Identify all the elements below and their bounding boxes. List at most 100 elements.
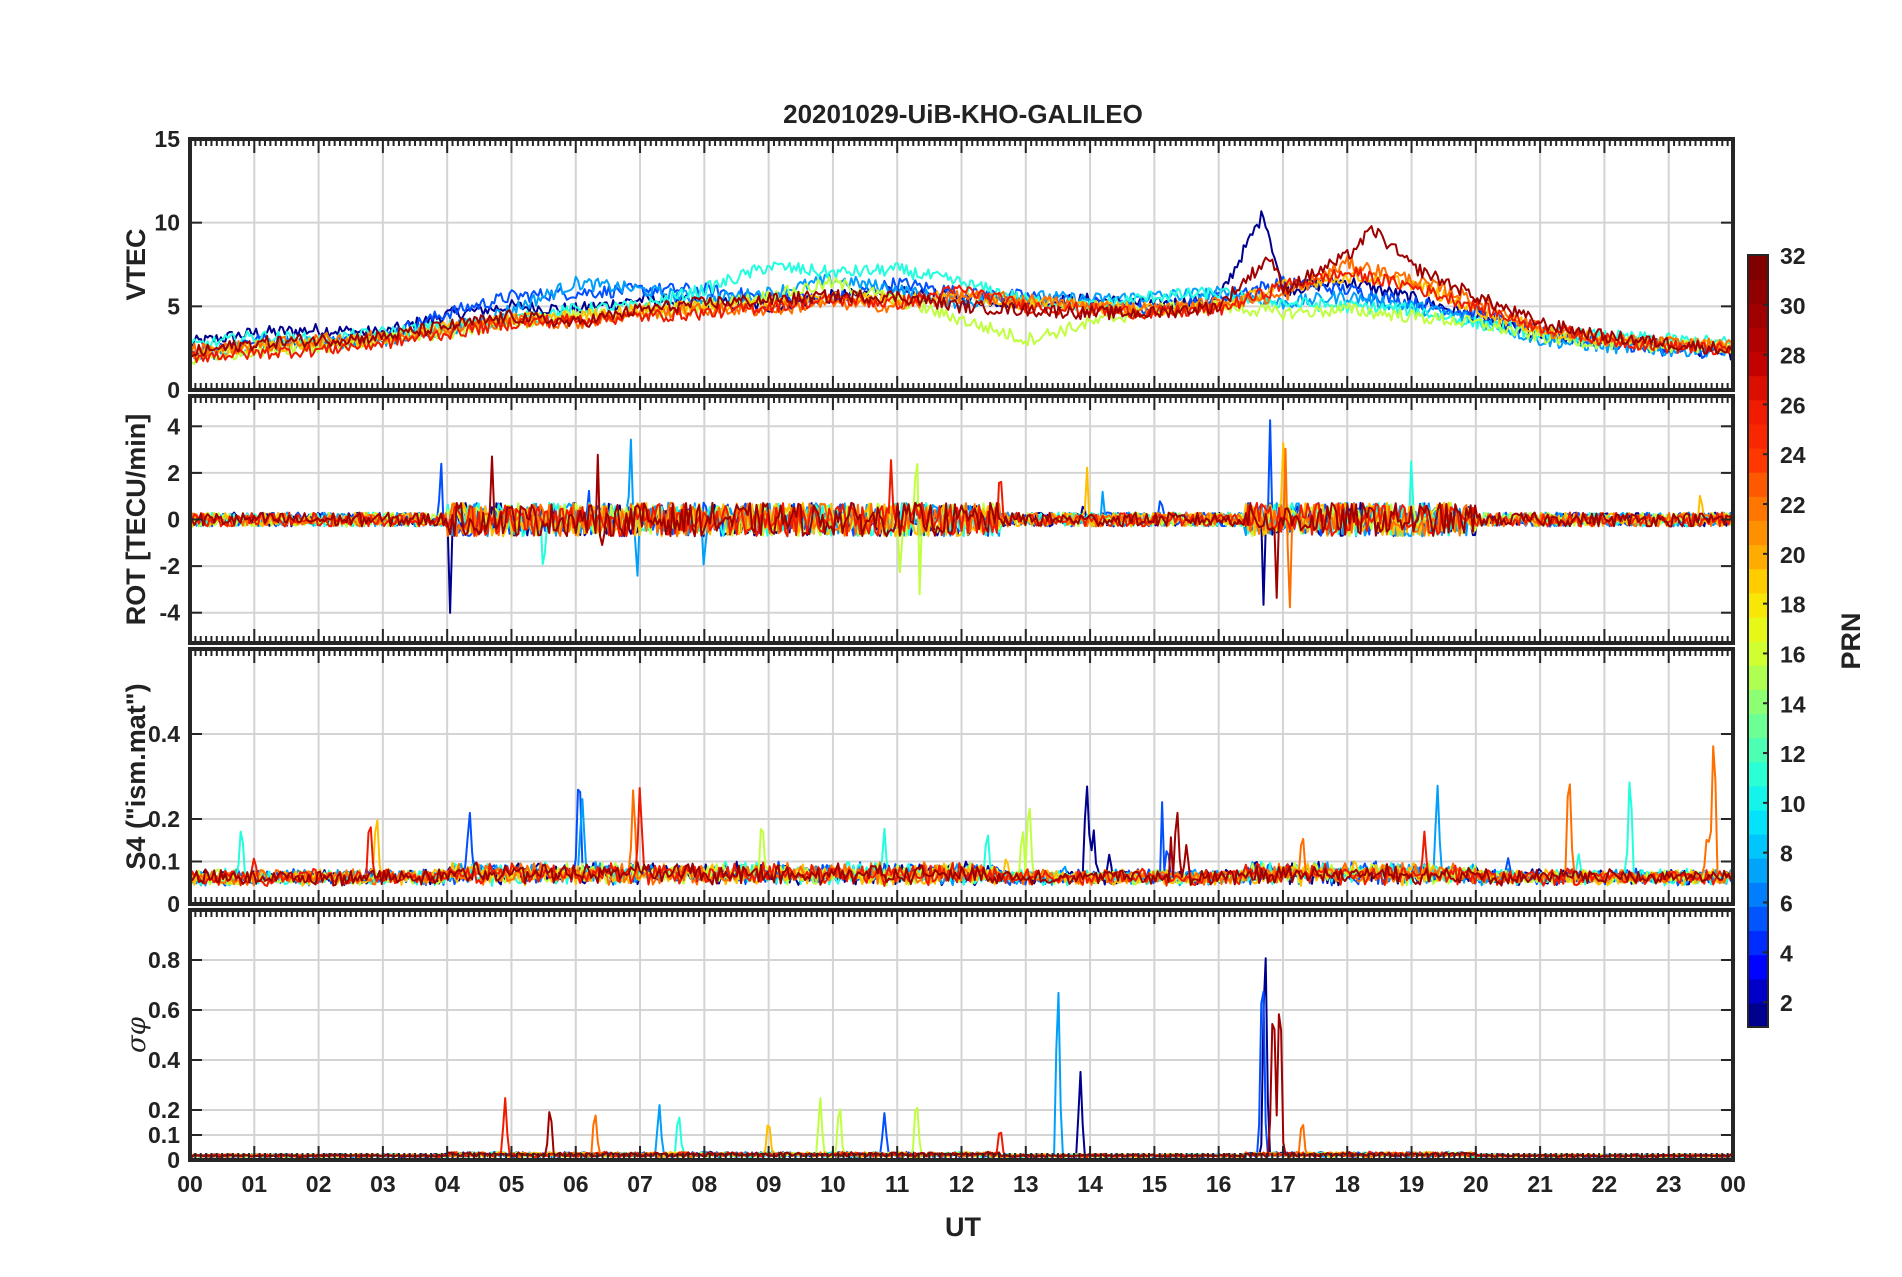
- colorbar-band: [1748, 641, 1768, 666]
- y-tick-label: 0.4: [148, 721, 180, 747]
- colorbar-band: [1748, 279, 1768, 304]
- colorbar-band: [1748, 592, 1768, 618]
- colorbar-tick-label: 16: [1780, 641, 1806, 667]
- colorbar-band: [1748, 255, 1768, 280]
- colorbar-tick-label: 26: [1780, 392, 1806, 418]
- colorbar-tick-label: 6: [1780, 890, 1793, 916]
- colorbar-band: [1748, 665, 1768, 690]
- y-axis-label: VTEC: [121, 228, 151, 300]
- x-tick-label: 10: [820, 1171, 846, 1197]
- colorbar-band: [1748, 954, 1768, 980]
- x-tick-label: 03: [370, 1171, 396, 1197]
- colorbar-tick-label: 14: [1780, 691, 1806, 717]
- y-tick-label: 4: [167, 413, 180, 439]
- series-line-rot-8: [190, 453, 1733, 599]
- colorbar-frame: [1747, 254, 1769, 1028]
- y-axis-label: S4 ("ism.mat"): [121, 683, 151, 869]
- colorbar-label: PRN: [1836, 612, 1866, 669]
- colorbar-band: [1748, 978, 1768, 1004]
- series-line-rot-4: [190, 463, 1733, 596]
- y-tick-label: 0: [167, 507, 180, 533]
- x-tick-label: 21: [1527, 1171, 1553, 1197]
- x-axis-label: UT: [945, 1212, 981, 1242]
- series-line-s4-6: [190, 745, 1733, 887]
- colorbar-band: [1748, 327, 1768, 353]
- y-tick-label: 0: [167, 1147, 180, 1173]
- y-tick-label: 0.1: [148, 849, 180, 875]
- colorbar-tick-label: 12: [1780, 741, 1806, 767]
- colorbar-band: [1748, 834, 1768, 859]
- x-tick-label: 07: [627, 1171, 653, 1197]
- colorbar-band: [1748, 761, 1768, 787]
- x-tick-label: 08: [692, 1171, 718, 1197]
- x-tick-label: 15: [1142, 1171, 1168, 1197]
- chart-title: 20201029-UiB-KHO-GALILEO: [783, 99, 1143, 129]
- colorbar-tick-label: 20: [1780, 542, 1806, 568]
- series-group: [190, 745, 1733, 887]
- x-tick-label: 09: [756, 1171, 782, 1197]
- colorbar-band: [1748, 809, 1768, 835]
- colorbar-tick-label: 4: [1780, 940, 1793, 966]
- colorbar-band: [1748, 1002, 1768, 1028]
- colorbar-tick-label: 8: [1780, 841, 1793, 867]
- y-tick-label: 0.2: [148, 1097, 180, 1123]
- y-tick-label: 0: [167, 377, 180, 403]
- y-axis-label: ROT [TECU/min]: [121, 414, 151, 625]
- panel-s4: 0 0.1 0.2 0.4S4 ("ism.mat"): [121, 647, 1735, 917]
- x-tick-label: 13: [1013, 1171, 1039, 1197]
- x-tick-label: 06: [563, 1171, 589, 1197]
- y-tick-label: -2: [160, 553, 180, 579]
- colorbar-band: [1748, 689, 1768, 714]
- y-tick-label: -4: [160, 600, 181, 626]
- x-tick-label: 05: [499, 1171, 525, 1197]
- colorbar-band: [1748, 737, 1768, 763]
- colorbar-tick-label: 24: [1780, 442, 1806, 468]
- x-tick-label: 00: [1720, 1171, 1746, 1197]
- y-tick-label: 0.4: [148, 1047, 180, 1073]
- y-tick-label: 0.6: [148, 997, 180, 1023]
- colorbar-band: [1748, 351, 1768, 377]
- x-tick-label: 12: [949, 1171, 975, 1197]
- colorbar-tick-label: 30: [1780, 293, 1806, 319]
- series-group: [190, 419, 1733, 614]
- colorbar-tick-label: 18: [1780, 592, 1806, 618]
- x-tick-label: 22: [1592, 1171, 1618, 1197]
- colorbar-band: [1748, 423, 1768, 449]
- colorbar-tick-label: 32: [1780, 243, 1806, 269]
- x-tick-label: 02: [306, 1171, 332, 1197]
- x-tick-label: 01: [241, 1171, 267, 1197]
- colorbar-tick-label: 28: [1780, 343, 1806, 369]
- colorbar-tick-label: 10: [1780, 791, 1806, 817]
- x-tick-label: 20: [1463, 1171, 1489, 1197]
- colorbar-band: [1748, 616, 1768, 642]
- y-tick-label: 10: [154, 210, 180, 236]
- x-tick-label: 14: [1077, 1171, 1103, 1197]
- colorbar-band: [1748, 930, 1768, 956]
- y-tick-label: 0.2: [148, 806, 180, 832]
- panel-vtec: 0 5 10 15 VTEC: [121, 126, 1735, 403]
- colorbar-band: [1748, 496, 1768, 521]
- colorbar-tick-label: 2: [1780, 990, 1793, 1016]
- x-tick-label: 18: [1334, 1171, 1360, 1197]
- colorbar-band: [1748, 882, 1768, 907]
- x-tick-label: 04: [434, 1171, 460, 1197]
- series-group: [190, 210, 1733, 365]
- series-line-vtec-8: [190, 225, 1733, 358]
- x-tick-label: 19: [1399, 1171, 1425, 1197]
- y-tick-label: 0: [167, 891, 180, 917]
- x-tick-label: 16: [1206, 1171, 1232, 1197]
- panel-rot: -4 -2 0 2 4 ROT [TECU/min]: [121, 394, 1735, 645]
- colorbar-band: [1748, 785, 1768, 811]
- panel-sigma: 00.10.2 0.4 0.6 0.8 σφ 00 01 02 03 04 05 06 07 08 09 10…: [122, 908, 1746, 1197]
- colorbar-band: [1748, 303, 1768, 328]
- y-tick-label: 5: [167, 293, 180, 319]
- colorbar-tick-label: 22: [1780, 492, 1806, 518]
- colorbar-band: [1748, 399, 1768, 425]
- colorbar-band: [1748, 375, 1768, 401]
- y-tick-label: 0.8: [148, 947, 180, 973]
- colorbar-band: [1748, 713, 1768, 739]
